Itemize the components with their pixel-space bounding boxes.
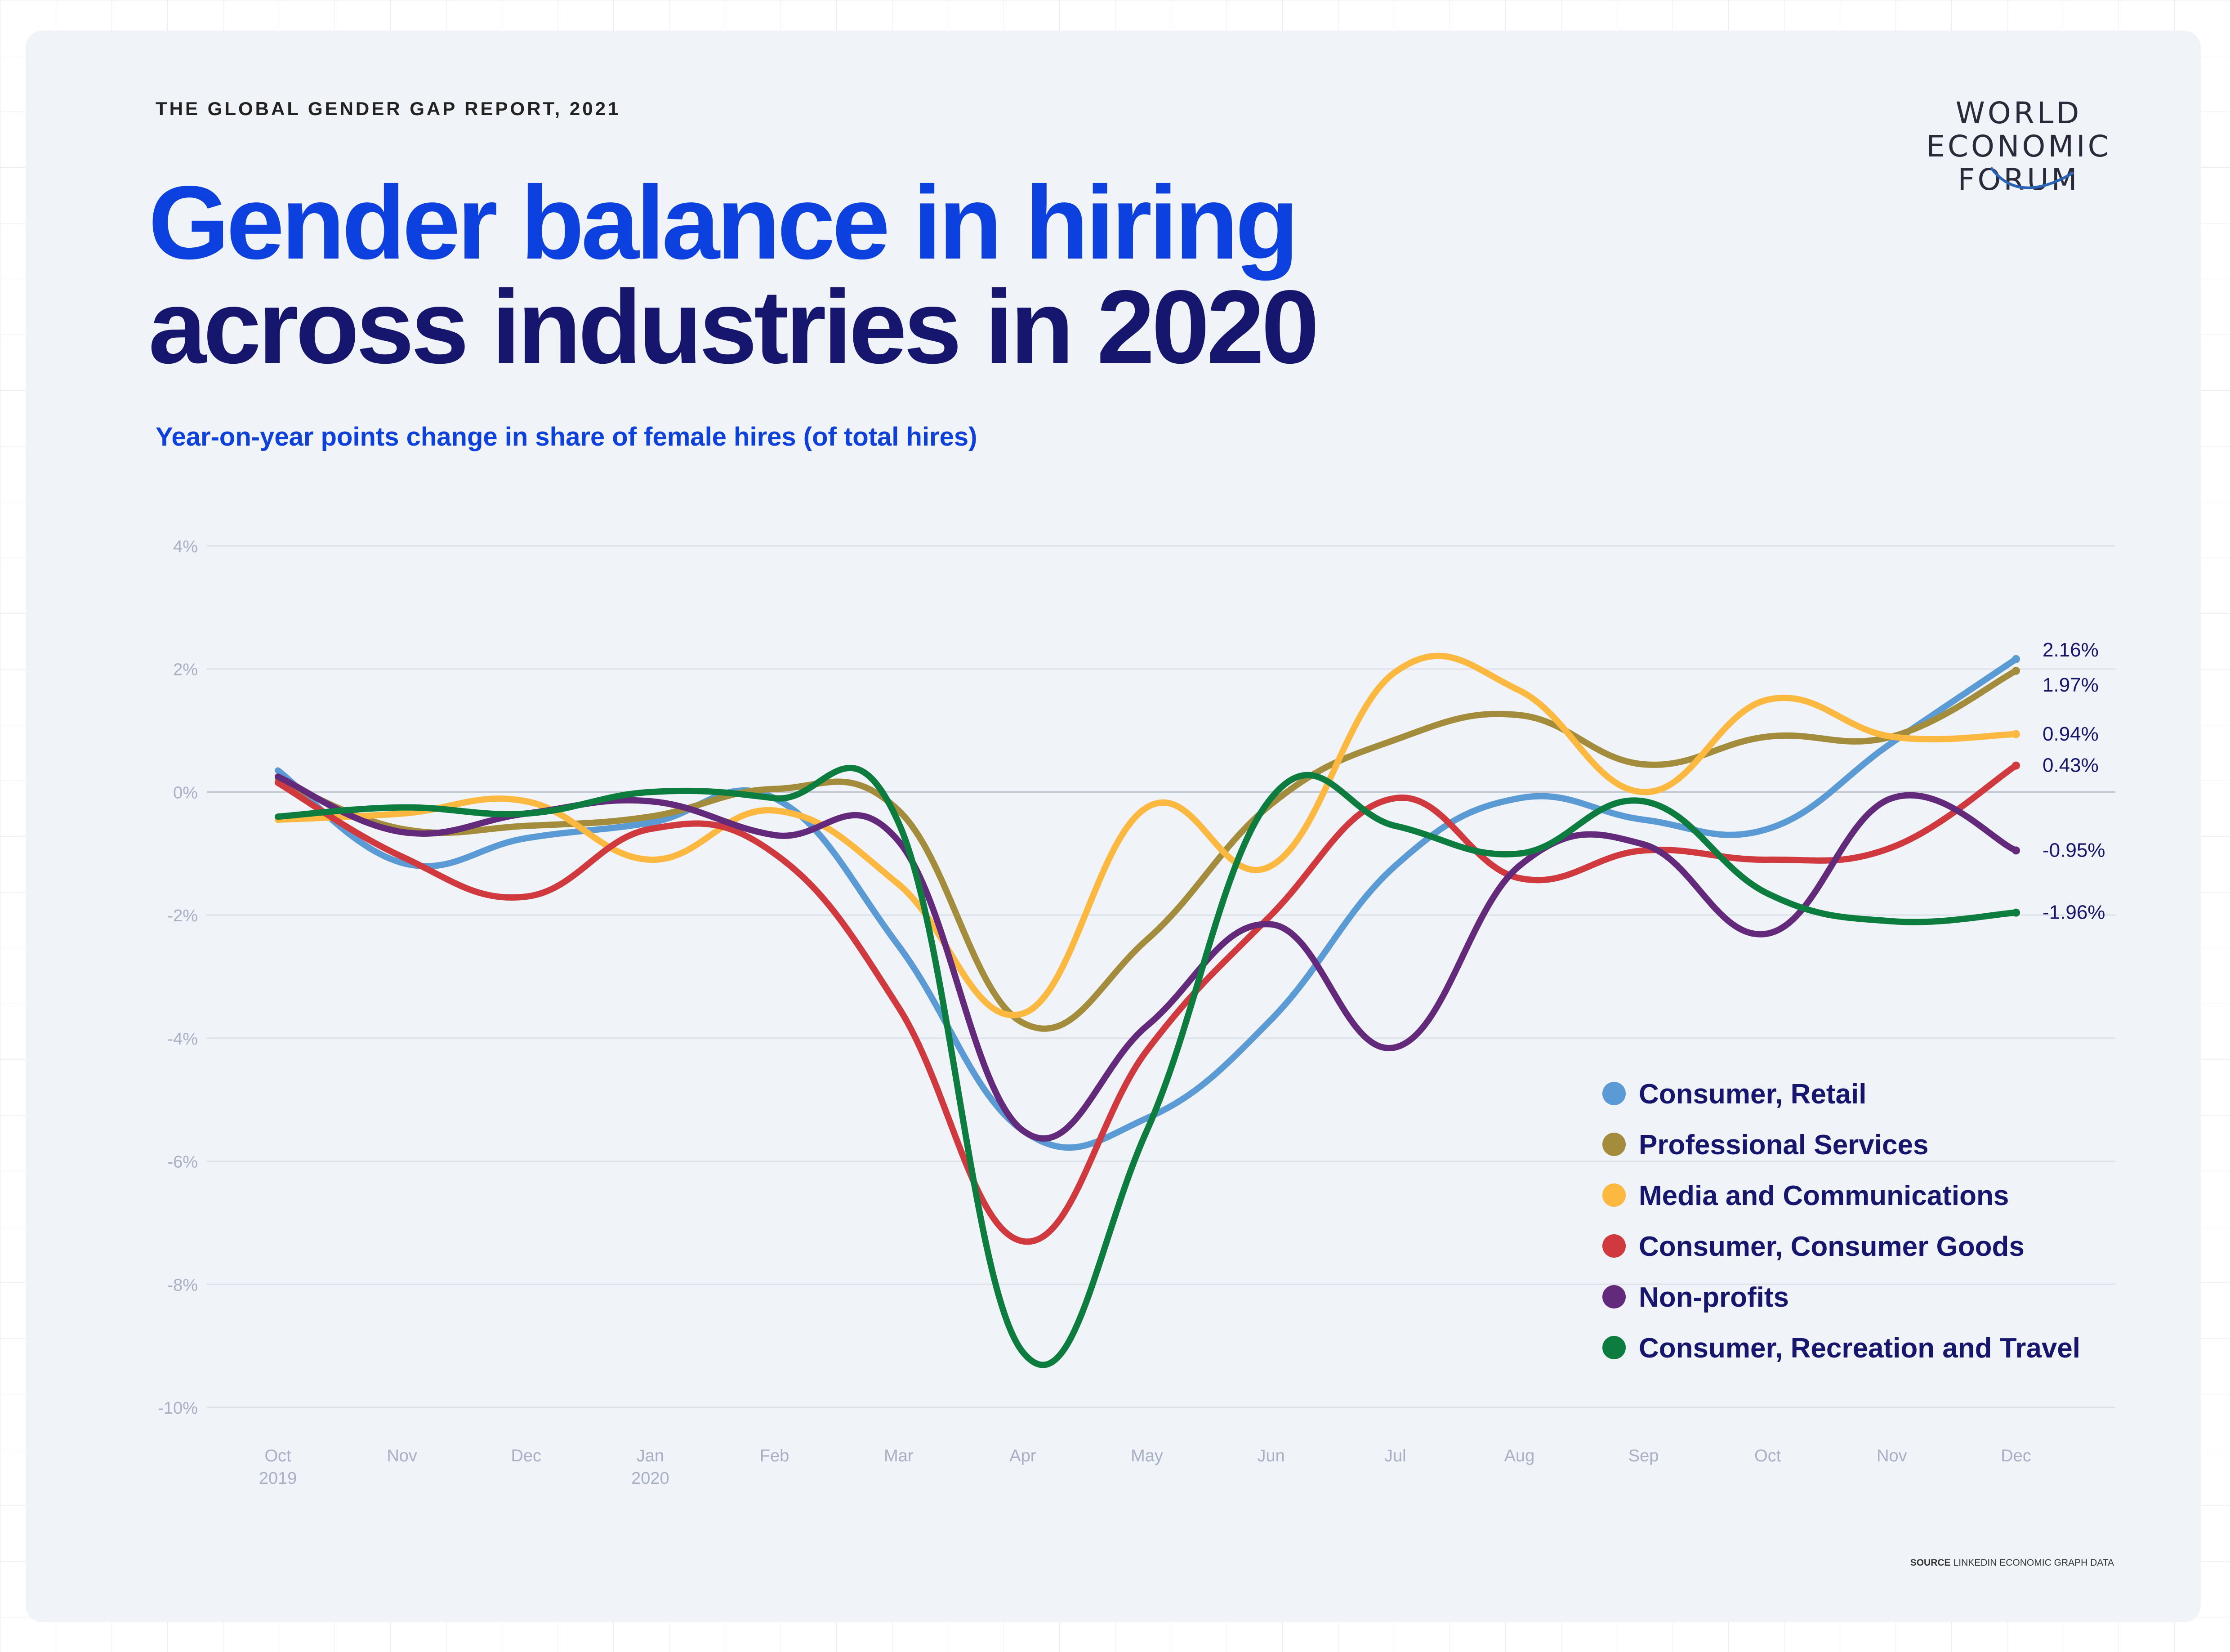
y-tick-label: 2% [173, 661, 198, 679]
y-tick-label: -6% [167, 1153, 198, 1172]
series-line-media-and-communications [275, 652, 2019, 1018]
series-end-point [2012, 655, 2020, 663]
x-tick-label: Oct [264, 1447, 291, 1465]
page-title: Gender balance in hiring across industri… [148, 165, 1319, 385]
wef-logo: WORLD ECONOMIC FORUM [1911, 97, 2127, 218]
series-end-point [2012, 761, 2020, 770]
series-line-professional-services [275, 667, 2019, 1032]
series-end-point [2012, 730, 2020, 738]
x-tick-label: Jun [1258, 1447, 1285, 1465]
x-tick-label: Dec [2001, 1447, 2031, 1465]
series-line-consumer-retail [275, 656, 2019, 1151]
legend-label: Professional Services [1639, 1130, 1928, 1161]
legend-label: Consumer, Retail [1639, 1079, 1866, 1110]
x-tick-label: Aug [1504, 1447, 1535, 1465]
x-tick-label: Jan [637, 1447, 664, 1465]
series-end-point [2012, 666, 2020, 675]
y-tick-label: 0% [173, 783, 198, 802]
y-tick-label: -8% [167, 1276, 198, 1295]
source-label: SOURCE [1910, 1558, 1951, 1568]
logo-line-1: WORLD [1955, 96, 2082, 130]
x-tick-label: Sep [1628, 1447, 1659, 1465]
legend-marker [1602, 1285, 1626, 1308]
title-line-2: across industries in 2020 [148, 269, 1319, 385]
x-tick-label: Nov [387, 1447, 417, 1465]
x-tick-label: Nov [1877, 1447, 1907, 1465]
source-note: SOURCE LINKEDIN ECONOMIC GRAPH DATA [1910, 1558, 2114, 1568]
series-line-consumer-consumer-goods [275, 762, 2019, 1245]
y-tick-label: -4% [167, 1030, 198, 1049]
x-tick-label-year: 2020 [631, 1469, 669, 1488]
legend-label: Consumer, Recreation and Travel [1639, 1333, 2080, 1364]
series-end-point [2012, 908, 2020, 917]
end-value-label: 1.97% [2043, 674, 2099, 696]
logo-arc-icon [1990, 167, 2074, 189]
legend-marker [1602, 1183, 1626, 1207]
legend-marker [1602, 1234, 1626, 1258]
legend-marker [1602, 1082, 1626, 1105]
legend-marker [1602, 1133, 1626, 1156]
legend-label: Consumer, Consumer Goods [1639, 1231, 2025, 1262]
series-end-point [2012, 846, 2020, 855]
legend-label: Media and Communications [1639, 1180, 2009, 1211]
end-value-label: -1.96% [2043, 902, 2105, 924]
series-line-non-profits [275, 773, 2019, 1142]
x-tick-label: Apr [1009, 1447, 1036, 1465]
legend-label: Non-profits [1639, 1282, 1789, 1313]
x-tick-label-year: 2019 [259, 1469, 297, 1488]
y-tick-label: 4% [173, 537, 198, 556]
x-tick-label: Jul [1384, 1447, 1406, 1465]
series-line-consumer-recreation-and-travel [275, 765, 2019, 1368]
y-tick-label: -2% [167, 906, 198, 925]
y-tick-label: -10% [158, 1399, 198, 1418]
report-label: THE GLOBAL GENDER GAP REPORT, 2021 [156, 98, 621, 119]
legend-marker [1602, 1336, 1626, 1359]
title-line-1: Gender balance in hiring [148, 165, 1299, 281]
source-text: LINKEDIN ECONOMIC GRAPH DATA [1953, 1558, 2114, 1568]
x-tick-label: Feb [760, 1447, 789, 1465]
end-value-label: 0.94% [2043, 723, 2099, 745]
end-value-label: 2.16% [2043, 639, 2099, 661]
x-tick-label: Oct [1754, 1447, 1781, 1465]
end-value-label: 0.43% [2043, 755, 2099, 777]
x-tick-label: Mar [884, 1447, 914, 1465]
logo-line-2: ECONOMIC [1926, 129, 2111, 164]
x-tick-label: Dec [511, 1447, 541, 1465]
chart-subtitle: Year-on-year points change in share of f… [156, 422, 977, 451]
x-tick-label: May [1131, 1447, 1163, 1465]
end-value-label: -0.95% [2043, 839, 2105, 861]
